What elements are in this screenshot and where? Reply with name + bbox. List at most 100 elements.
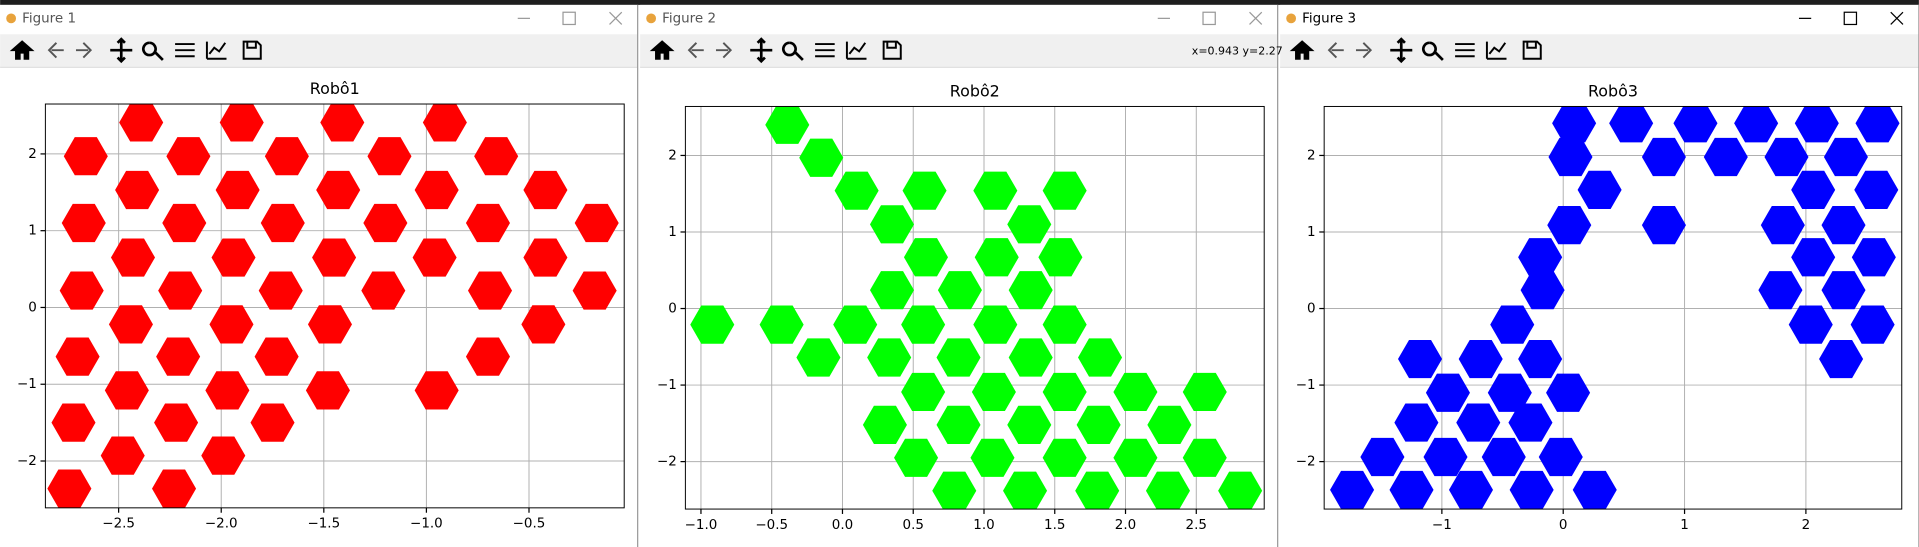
markers — [47, 104, 619, 508]
x-tick-label: −0.5 — [513, 517, 546, 532]
toolbar-button[interactable] — [175, 43, 195, 58]
toolbar-button[interactable] — [242, 40, 262, 60]
hexagon-marker — [1546, 373, 1591, 412]
hexagon-marker — [1042, 171, 1087, 210]
toolbar-button[interactable] — [1485, 41, 1507, 60]
hexagon-marker — [258, 271, 303, 310]
chart-title: Robô1 — [310, 79, 360, 98]
hexagon-marker — [1518, 238, 1563, 277]
title-bar — [640, 4, 1278, 35]
close[interactable] — [1890, 11, 1904, 25]
hexagon-marker — [1078, 338, 1123, 377]
maximize[interactable] — [1202, 11, 1216, 26]
y-tick-label: −1 — [657, 378, 677, 393]
hexagon-marker — [1734, 106, 1779, 143]
hexagon-marker — [834, 171, 879, 210]
toolbar-button[interactable] — [1327, 42, 1344, 59]
hexagon-marker — [260, 203, 305, 243]
chart: −2.5 −2.0 −1.5 −1.0 −0.5 −2 −1 0 1 2 Robô1 — [17, 79, 625, 532]
hexagon-marker — [1851, 238, 1896, 277]
hexagon-marker — [1038, 238, 1083, 277]
x-tick-label: −1 — [1432, 518, 1452, 533]
toolbar-button[interactable] — [815, 43, 835, 58]
toolbar-button[interactable] — [715, 42, 733, 59]
toolbar-button[interactable] — [142, 41, 164, 61]
toolbar-button[interactable] — [649, 40, 675, 60]
hexagon-marker — [1855, 106, 1900, 143]
hexagon-marker — [1425, 373, 1470, 412]
maximize[interactable] — [1843, 11, 1858, 26]
hexagon-marker — [1448, 470, 1494, 510]
hexagon-marker — [932, 471, 977, 510]
toolbar-button[interactable] — [205, 41, 227, 60]
hexagon-marker — [973, 171, 1018, 210]
hexagon-marker — [316, 170, 361, 210]
hexagon-marker — [1821, 206, 1866, 245]
hexagon-marker — [1003, 471, 1048, 510]
toolbar-button[interactable] — [1355, 42, 1373, 59]
toolbar-button[interactable] — [1289, 40, 1315, 60]
x-tick-label: 1 — [1680, 518, 1689, 533]
hexagon-marker — [414, 371, 459, 410]
toolbar-button[interactable] — [687, 42, 704, 59]
x-tick-label: −2.0 — [205, 517, 238, 532]
toolbar-button[interactable] — [750, 37, 773, 64]
hexagon-marker — [1147, 405, 1192, 444]
app-icon — [6, 13, 17, 24]
hexagon-marker — [367, 137, 412, 176]
background-window — [0, 0, 1919, 5]
hexagon-marker — [1819, 339, 1864, 379]
toolbar-button[interactable] — [1422, 41, 1444, 61]
toolbar-button[interactable] — [1390, 37, 1413, 64]
app-icon — [1286, 13, 1297, 24]
hexagon-marker — [320, 104, 365, 142]
hexagon-marker — [115, 170, 160, 210]
hexagon-marker — [1007, 205, 1052, 244]
x-tick-label: 0.0 — [832, 518, 853, 533]
y-tick-label: −2 — [1296, 455, 1316, 470]
hexagon-marker — [1520, 271, 1565, 310]
toolbar-button[interactable] — [75, 42, 93, 59]
x-tick-label: 2.5 — [1186, 518, 1207, 533]
toolbar-button[interactable] — [882, 40, 902, 60]
hexagon-marker — [108, 305, 153, 344]
hexagon-marker — [219, 104, 264, 142]
chart: −1 0 1 2 −2 −1 0 1 2 Robô3 — [1296, 81, 1903, 533]
close[interactable] — [1249, 11, 1263, 25]
hexagon-marker — [1423, 437, 1468, 477]
hexagon-marker — [894, 438, 939, 477]
hexagon-marker — [1794, 106, 1839, 143]
toolbar-button[interactable] — [9, 40, 35, 60]
maximize[interactable] — [562, 11, 576, 26]
hexagon-marker — [759, 305, 804, 344]
hexagon-marker — [1641, 137, 1686, 177]
toolbar-button[interactable] — [782, 41, 804, 61]
hexagon-marker — [1552, 106, 1597, 143]
close[interactable] — [609, 11, 623, 25]
y-tick-label: 0 — [668, 302, 677, 317]
hexagon-marker — [363, 203, 408, 243]
toolbar-button[interactable] — [47, 42, 64, 59]
y-tick-label: 2 — [668, 148, 677, 163]
hexagon-marker — [1509, 470, 1554, 510]
chart-title: Robô2 — [950, 81, 1000, 100]
hexagon-marker — [254, 337, 299, 376]
hexagon-marker — [869, 205, 915, 244]
toolbar — [1280, 34, 1919, 68]
hexagon-marker — [63, 137, 108, 176]
hexagon-marker — [166, 137, 211, 176]
cursor-coordinates: x=0.943 y=2.27 — [1192, 44, 1283, 57]
hexagon-marker — [1508, 403, 1553, 442]
hexagon-marker — [201, 436, 246, 475]
toolbar-button[interactable] — [1522, 40, 1542, 60]
hexagon-marker — [1113, 438, 1158, 477]
hexagon-marker — [973, 305, 1018, 344]
app-icon — [646, 13, 657, 24]
toolbar-button[interactable] — [845, 41, 867, 60]
hexagon-marker — [1548, 137, 1593, 177]
toolbar-button[interactable] — [1455, 43, 1475, 58]
hexagon-marker — [1075, 471, 1120, 510]
hexagon-marker — [1042, 305, 1087, 344]
hexagon-marker — [936, 405, 981, 444]
toolbar-button[interactable] — [110, 37, 133, 64]
